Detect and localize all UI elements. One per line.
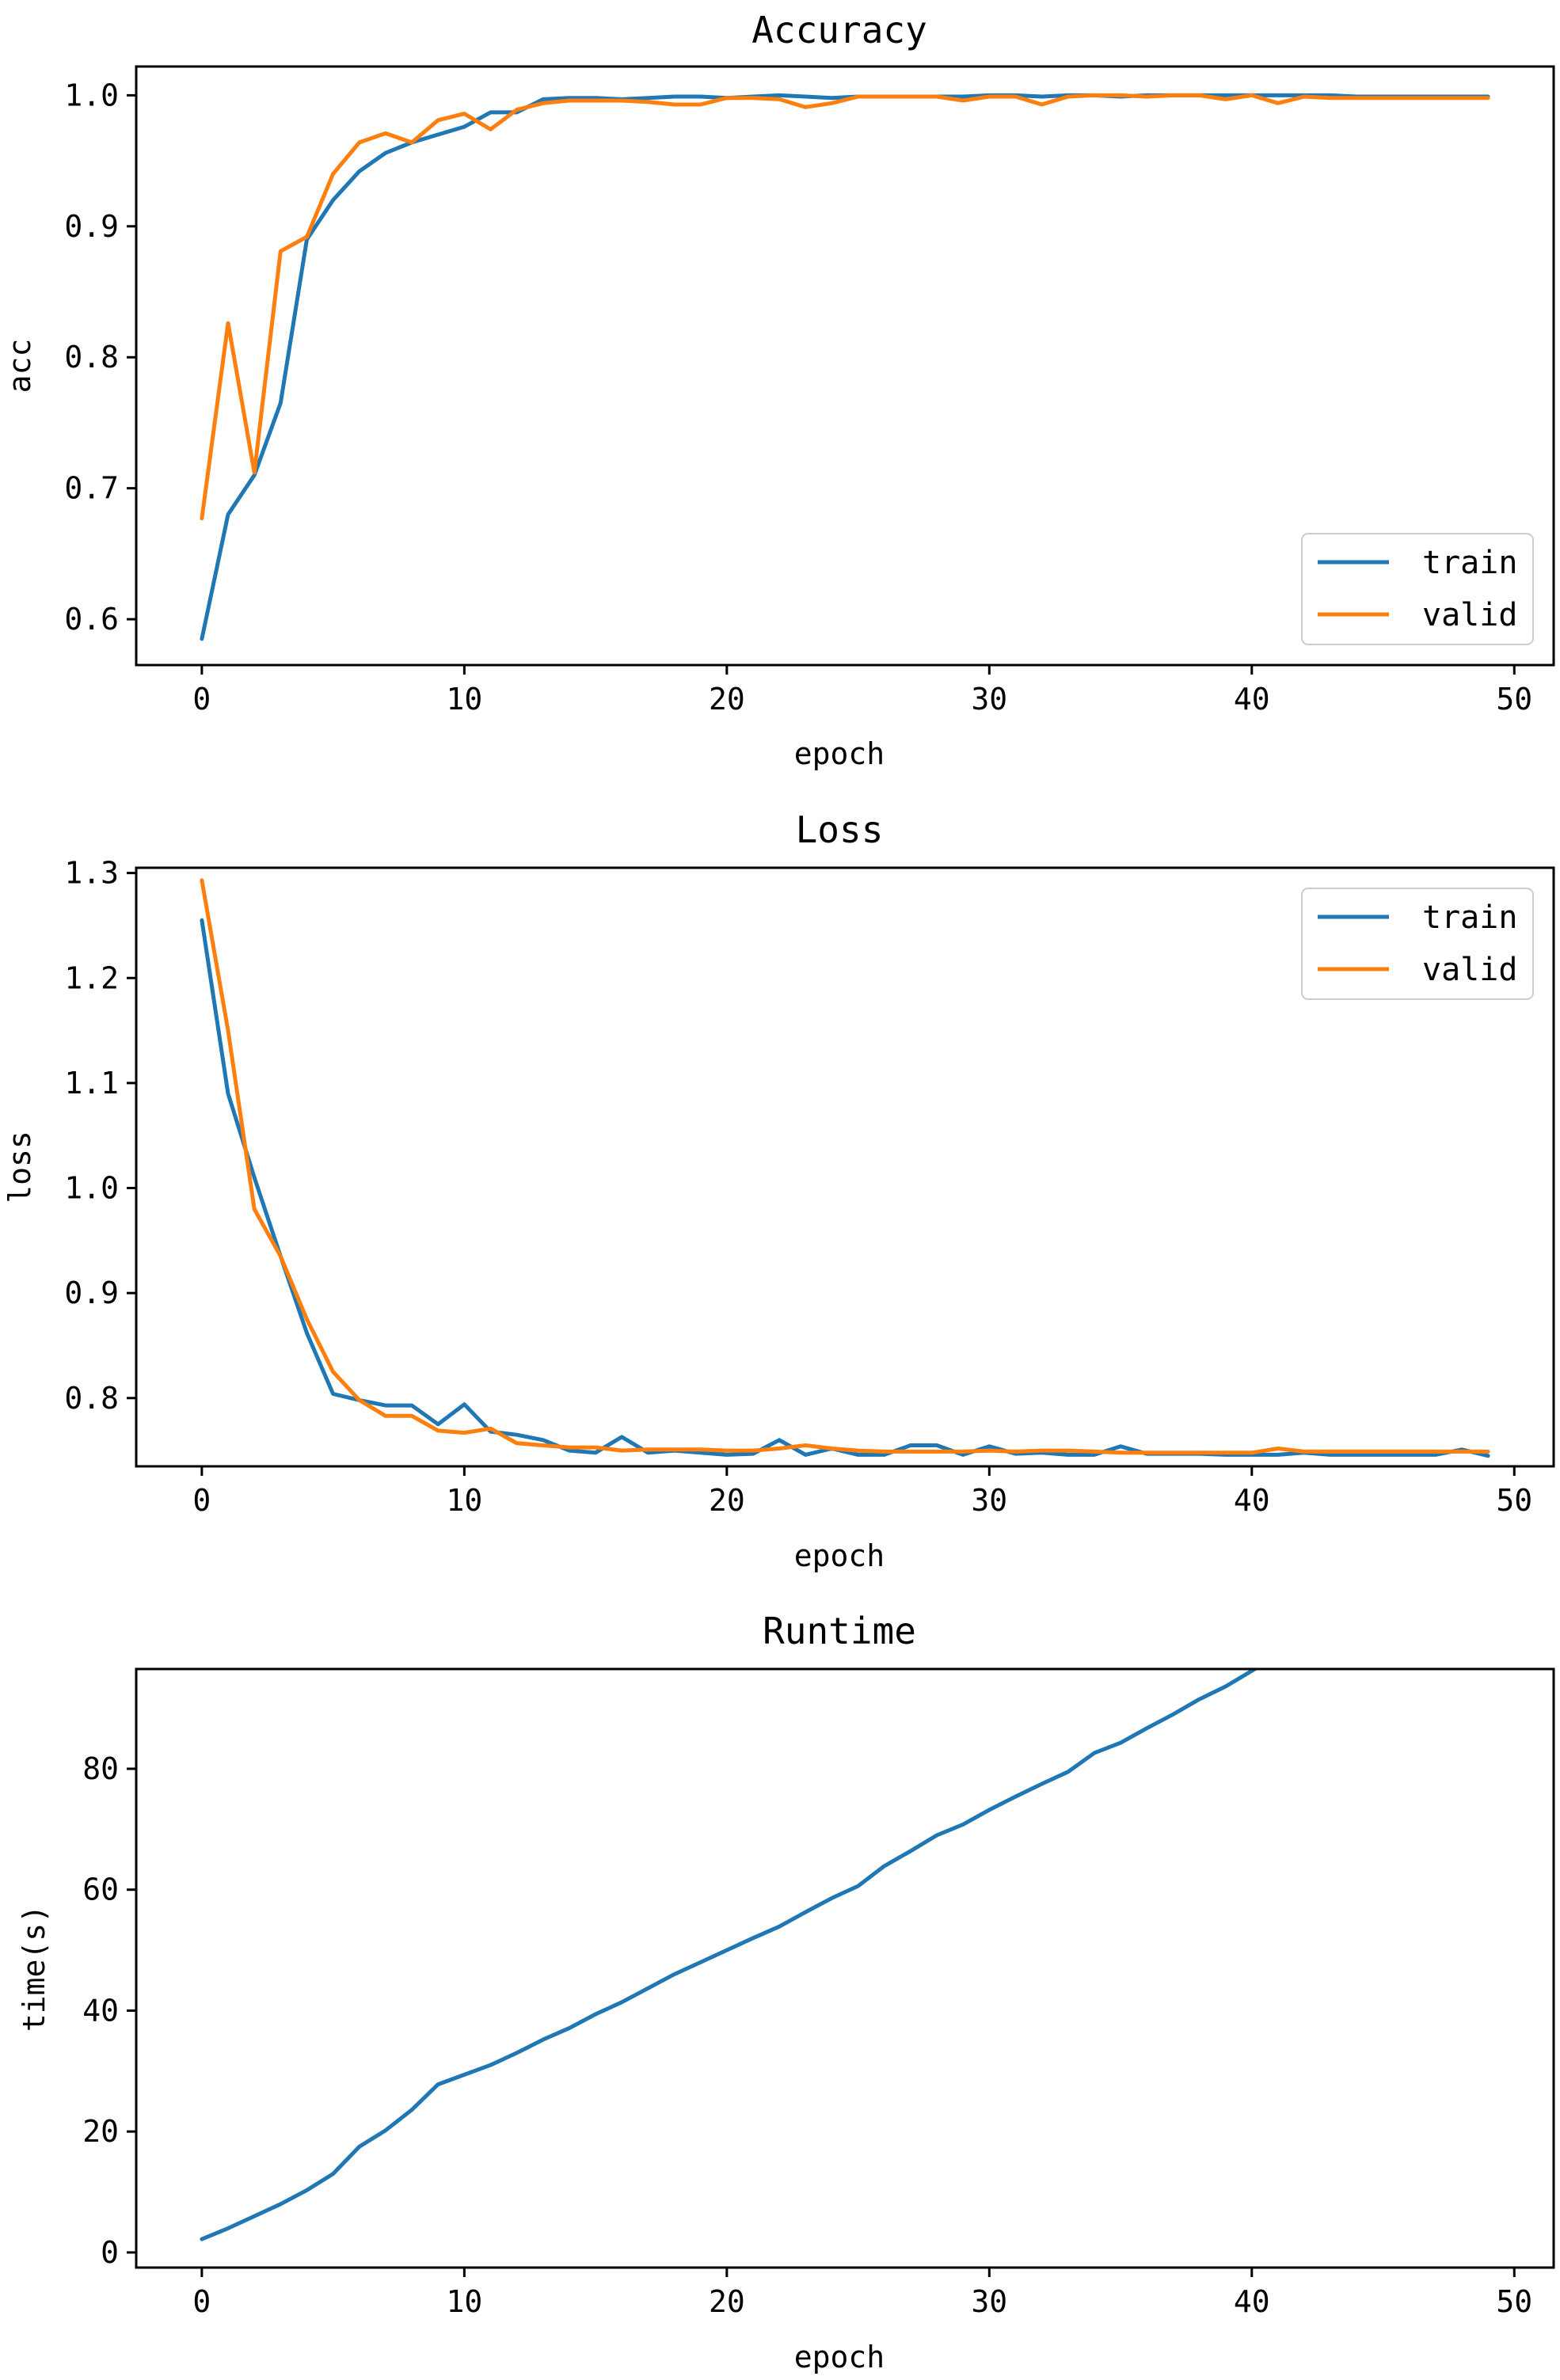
runtime-y-tick-label: 60: [82, 1872, 119, 1907]
runtime-y-tick-label: 40: [82, 1993, 119, 2028]
runtime-x-axis-label: epoch: [794, 2340, 885, 2374]
loss-series-train-line: [200, 918, 1490, 1458]
loss-axes-frame: [135, 866, 1555, 1468]
runtime-x-tick-label: 30: [971, 2284, 1007, 2319]
loss-y-tick-label: 0.9: [64, 1276, 119, 1310]
loss-x-tick-label: 10: [446, 1483, 482, 1518]
accuracy-y-tick-label: 0.7: [64, 471, 119, 506]
accuracy-y-tick-label: 0.8: [64, 340, 119, 374]
loss-x-tick-label: 40: [1234, 1483, 1270, 1518]
loss-panel: Loss 0 10 20 30 40 50 0.8 0.9 1.0 1.1 1.2 1.3 epoch…: [2, 808, 1555, 1573]
loss-x-tick-label: 30: [971, 1483, 1007, 1518]
loss-series-valid-line: [200, 878, 1490, 1455]
loss-y-tick-label: 1.0: [64, 1171, 119, 1206]
accuracy-legend: train valid: [1301, 533, 1534, 645]
runtime-series-runtime-line: [200, 1669, 1259, 2241]
loss-y-tick-label: 0.8: [64, 1381, 119, 1416]
accuracy-x-tick-label: 40: [1234, 682, 1270, 717]
accuracy-legend-train-label: train: [1422, 545, 1517, 581]
accuracy-x-tick-label: 0: [192, 682, 211, 717]
runtime-x-tick-label: 10: [446, 2284, 482, 2319]
accuracy-axes-frame: [135, 65, 1555, 667]
loss-legend-valid-label: valid: [1422, 952, 1517, 988]
loss-y-axis-label: loss: [2, 1131, 37, 1203]
runtime-y-axis-label: time(s): [17, 1905, 51, 2032]
accuracy-x-tick-label: 20: [709, 682, 745, 717]
runtime-x-tick-label: 50: [1496, 2284, 1532, 2319]
accuracy-title: Accuracy: [751, 9, 927, 51]
accuracy-x-axis-label: epoch: [794, 736, 885, 771]
accuracy-legend-valid-label: valid: [1422, 597, 1517, 633]
runtime-x-tick-label: 20: [709, 2284, 745, 2319]
accuracy-series-valid-line: [200, 93, 1490, 521]
runtime-plot-area: 0 10 20 30 40 50 0 20 40 60 80: [82, 1669, 1532, 2319]
loss-legend: train valid: [1301, 888, 1534, 1000]
loss-title: Loss: [796, 808, 884, 851]
runtime-axes-frame: [135, 1667, 1555, 2269]
loss-y-tick-label: 1.1: [64, 1066, 119, 1101]
runtime-x-tick-label: 0: [192, 2284, 211, 2319]
runtime-title: Runtime: [763, 1610, 916, 1652]
runtime-panel: Runtime 0 10 20 30 40 50 0 20 40 60 80 epoch time(…: [17, 1610, 1555, 2374]
accuracy-y-axis-label: acc: [2, 339, 37, 393]
accuracy-x-tick-label: 10: [446, 682, 482, 717]
runtime-x-tick-label: 40: [1234, 2284, 1270, 2319]
loss-x-tick-label: 0: [192, 1483, 211, 1518]
accuracy-y-tick-label: 0.6: [64, 602, 119, 637]
accuracy-panel: Accuracy 0 10 20 30 40 50 0.6 0.7 0.8 0.9 1.0 epoc…: [2, 9, 1555, 771]
accuracy-y-tick-label: 1.0: [64, 78, 119, 112]
accuracy-y-tick-label: 0.9: [64, 209, 119, 244]
accuracy-plot-area: 0 10 20 30 40 50 0.6 0.7 0.8 0.9 1.0: [64, 78, 1532, 717]
accuracy-x-tick-label: 50: [1496, 682, 1532, 717]
loss-y-tick-label: 1.3: [64, 856, 119, 891]
accuracy-series-train-line: [200, 93, 1490, 641]
loss-legend-train-label: train: [1422, 899, 1517, 936]
loss-x-tick-label: 20: [709, 1483, 745, 1518]
accuracy-x-tick-label: 30: [971, 682, 1007, 717]
loss-y-tick-label: 1.2: [64, 960, 119, 995]
runtime-y-tick-label: 80: [82, 1751, 119, 1786]
loss-x-tick-label: 50: [1496, 1483, 1532, 1518]
runtime-y-tick-label: 20: [82, 2114, 119, 2149]
runtime-y-tick-label: 0: [101, 2235, 119, 2270]
loss-x-axis-label: epoch: [794, 1538, 885, 1573]
loss-plot-area: 0 10 20 30 40 50 0.8 0.9 1.0 1.1 1.2 1.3: [64, 856, 1532, 1518]
